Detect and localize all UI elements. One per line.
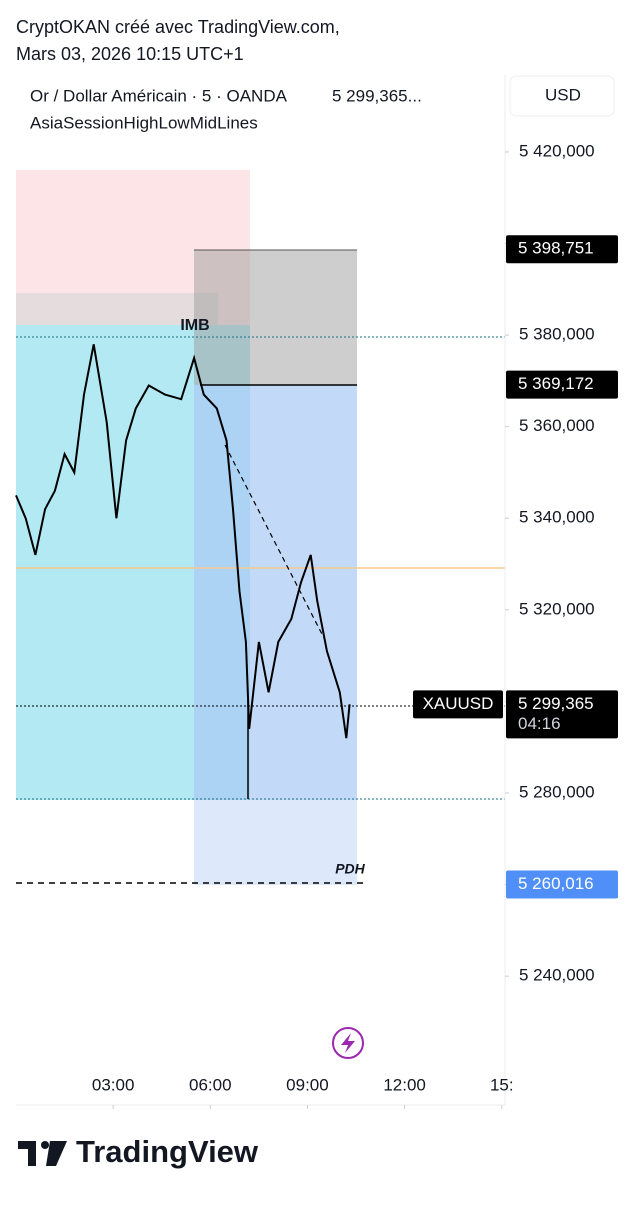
y-tick-label: 5 360,000: [519, 416, 595, 435]
x-tick-label: 03:00: [92, 1075, 135, 1094]
y-tick-label: 5 320,000: [519, 599, 595, 618]
price-tag: [506, 870, 618, 899]
stop-box: [194, 250, 357, 385]
y-tick-label: 5 240,000: [519, 966, 595, 985]
annotation: IMB: [180, 317, 209, 334]
y-tick-label: 5 420,000: [519, 141, 595, 160]
target-box-extension: [194, 800, 357, 885]
price-tag-label: 5 299,365: [518, 694, 594, 713]
lightning-button[interactable]: [332, 1027, 364, 1059]
legend-price: 5 299,365...: [332, 86, 422, 105]
price-tag-label: 5 369,172: [518, 374, 594, 393]
currency[interactable]: USD: [545, 85, 581, 104]
logo-text: TradingView: [76, 1134, 259, 1169]
icon-bolt[interactable]: [341, 1033, 355, 1053]
logo-mark: [41, 1141, 49, 1149]
symbol-tag-label: XAUUSD: [423, 694, 494, 713]
price-line: [15, 344, 351, 739]
header-line: CryptOKAN créé avec TradingView.com,: [16, 17, 340, 37]
price-tag: [506, 370, 618, 399]
indicator-name: AsiaSessionHighLowMidLines: [30, 113, 258, 132]
x-tick-label: 09:00: [286, 1075, 329, 1094]
header-line: Mars 03, 2026 10:15 UTC+1: [16, 44, 244, 64]
annotation: PDH: [335, 861, 365, 877]
y-tick-label: 5 380,000: [519, 325, 595, 344]
target-box: [194, 385, 357, 800]
imb-band: [16, 293, 218, 325]
x-tick-label: 15:: [490, 1075, 514, 1094]
projection-line: [224, 444, 326, 641]
y-tick-label: 5 340,000: [519, 508, 595, 527]
logo-mark: [18, 1141, 36, 1166]
price-tag-label: 5 260,016: [518, 874, 594, 893]
countdown: 04:16: [518, 714, 561, 733]
symbol-tag: [413, 690, 503, 719]
price-tag: [506, 690, 618, 739]
x-tick-label: 12:00: [383, 1075, 426, 1094]
logo-mark: [46, 1141, 67, 1166]
logo: TradingView: [18, 1134, 259, 1169]
currency-button[interactable]: [509, 75, 615, 117]
x-tick-label: 06:00: [189, 1075, 232, 1094]
y-tick-label: 5 280,000: [519, 782, 595, 801]
price-tag: [506, 235, 618, 264]
legend-title: Or / Dollar Américain · 5 · OANDA: [30, 86, 288, 105]
price-tag-label: 5 398,751: [518, 239, 594, 258]
